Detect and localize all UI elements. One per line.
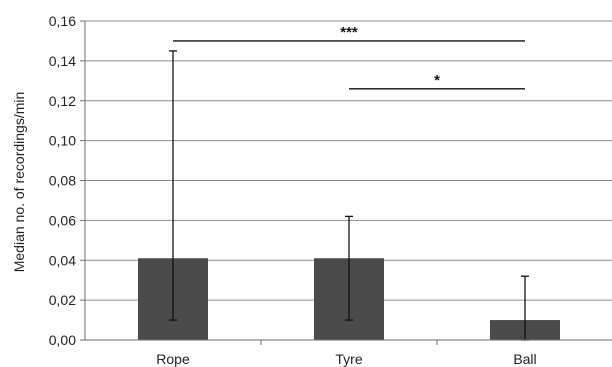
y-tick-label: 0,06: [49, 212, 76, 228]
x-category-label: Rope: [156, 351, 190, 367]
error-bars: [169, 50, 529, 341]
y-tick-label: 0,12: [49, 93, 76, 109]
x-category-label: Ball: [513, 351, 536, 367]
y-tick-label: 0,08: [49, 173, 76, 189]
y-tick-label: 0,10: [49, 133, 76, 149]
significance-label: *: [434, 72, 440, 89]
significance-label: ***: [340, 24, 358, 41]
x-category-label: Tyre: [335, 351, 362, 367]
y-tick-label: 0,00: [49, 332, 76, 348]
y-axis-title: Median no. of recordings/min: [11, 92, 27, 273]
y-tick-label: 0,14: [49, 53, 76, 69]
y-tick-label: 0,16: [49, 13, 76, 29]
significance-annotations: ****: [173, 24, 525, 90]
y-tick-label: 0,04: [49, 252, 76, 268]
y-tick-label: 0,02: [49, 292, 76, 308]
axes: 0,00 0,02 0,04 0,06 0,08 0,10 0,12 0,14 0,16 Rope…: [49, 13, 612, 367]
